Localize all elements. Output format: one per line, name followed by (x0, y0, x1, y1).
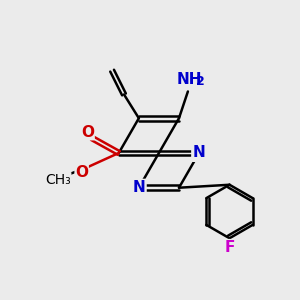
Text: N: N (193, 146, 206, 160)
Text: N: N (133, 180, 145, 195)
Text: NH: NH (177, 72, 202, 87)
Text: O: O (75, 165, 88, 180)
Text: CH₃: CH₃ (45, 173, 71, 187)
Text: 2: 2 (196, 75, 205, 88)
Text: O: O (81, 125, 94, 140)
Text: F: F (224, 240, 235, 255)
